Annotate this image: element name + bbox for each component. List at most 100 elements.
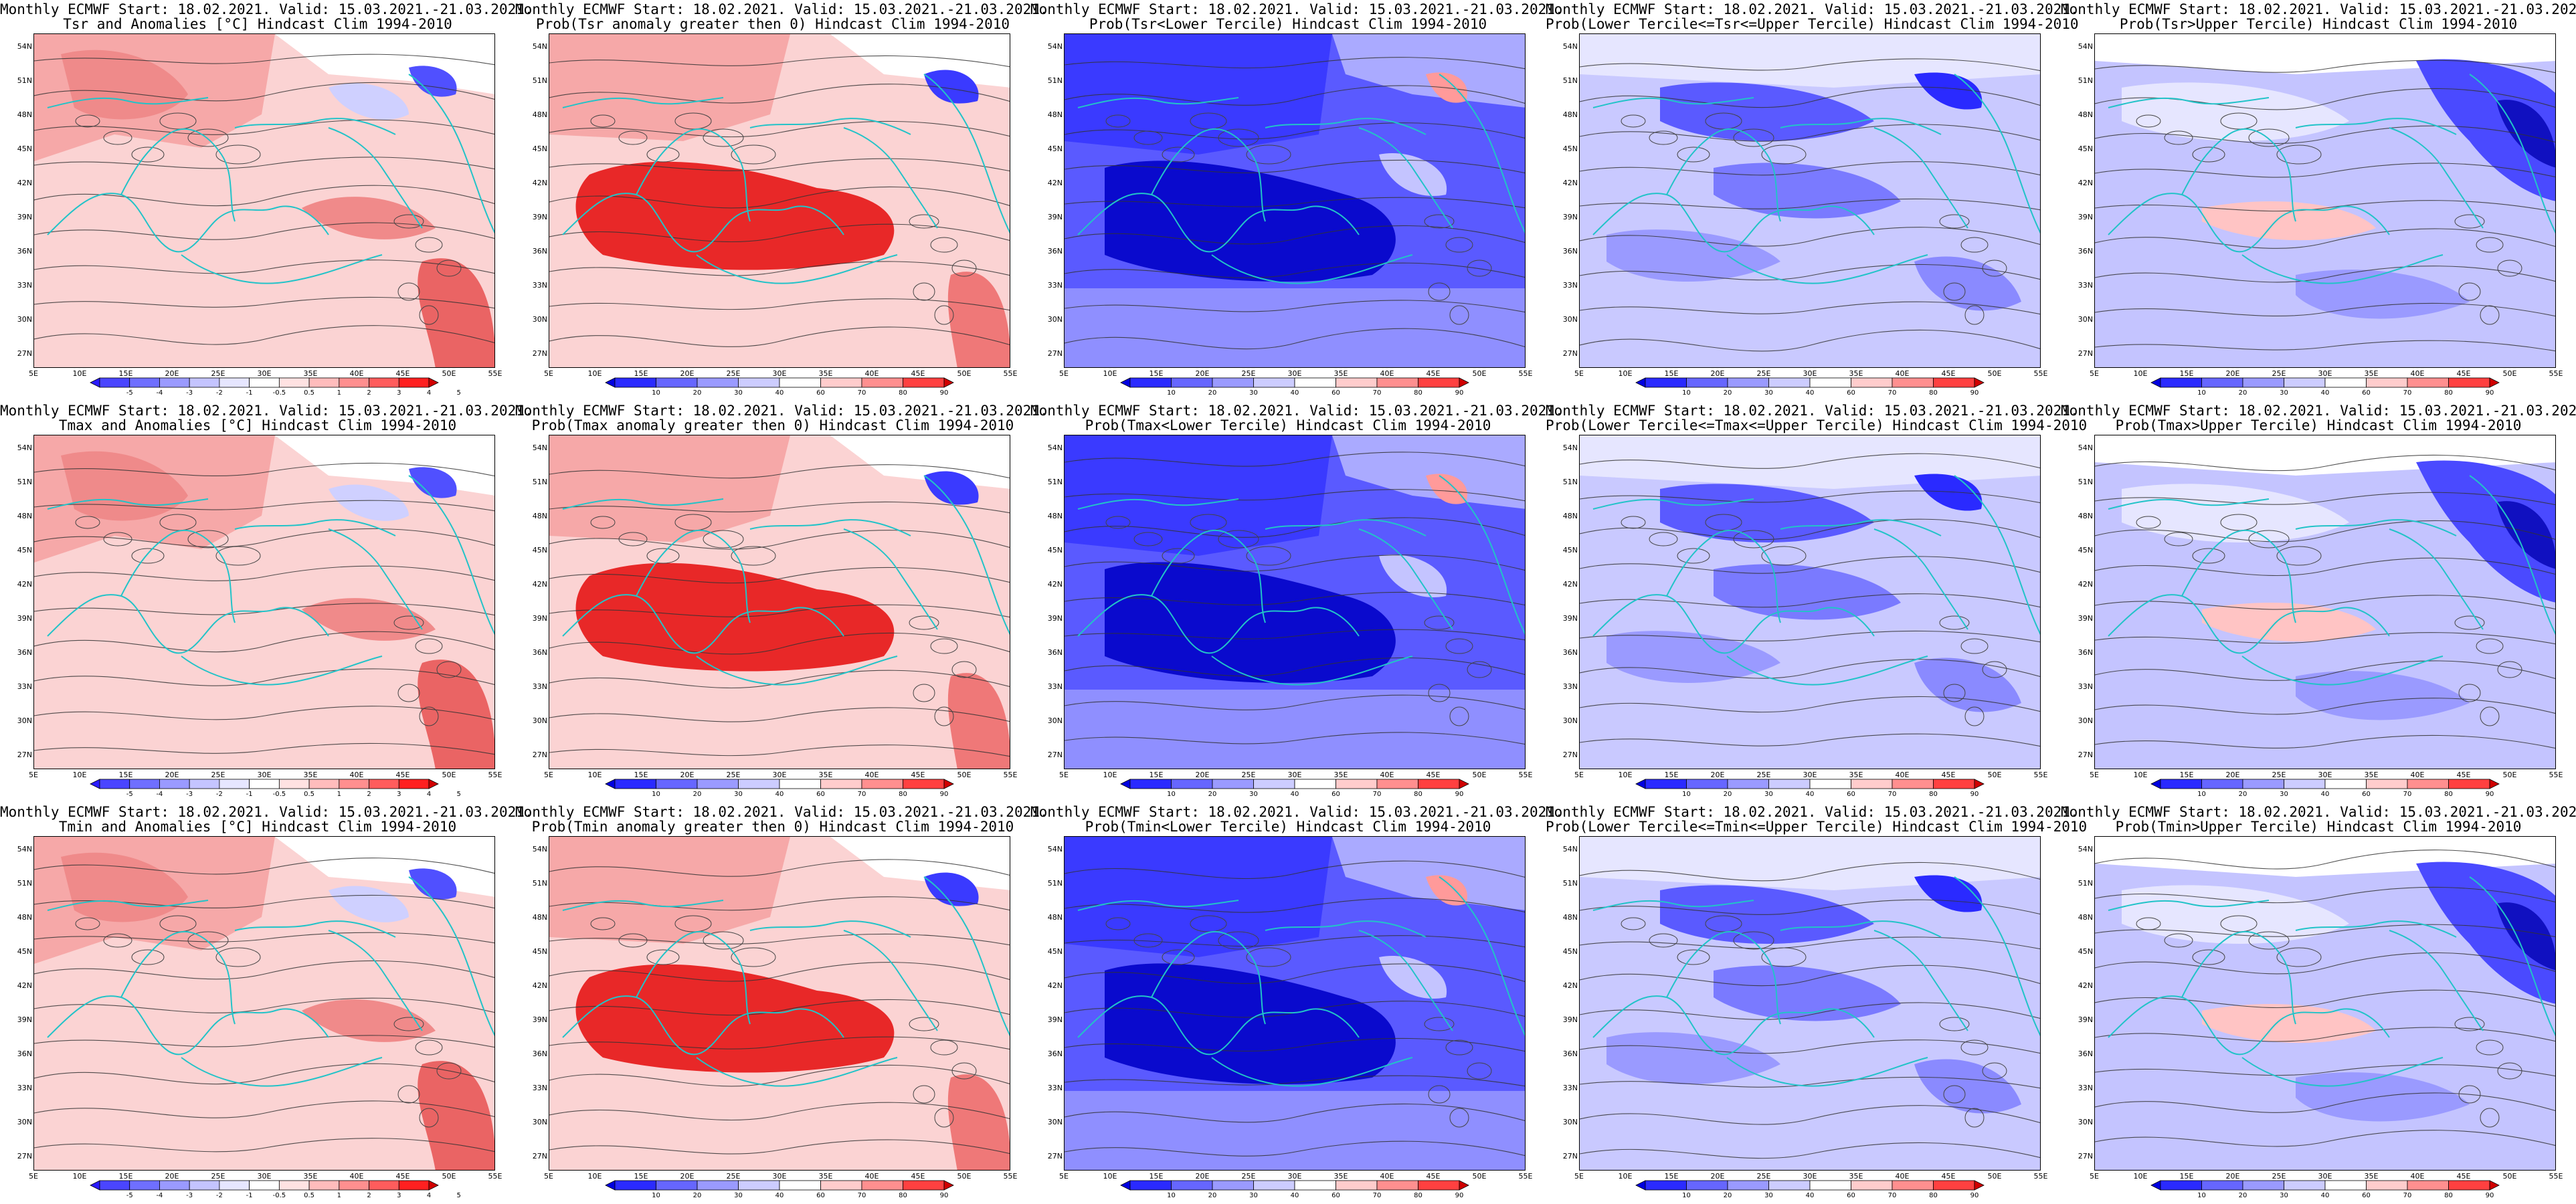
forecast-map bbox=[33, 33, 495, 368]
isotherm-contour bbox=[549, 158, 1010, 172]
isotherm-contour bbox=[549, 298, 1010, 311]
panel-title: Prob(Lower Tercile<=Tsr<=Upper Tercile) … bbox=[1546, 16, 2079, 32]
longitude-label: 10E bbox=[1103, 771, 1117, 779]
relief-contour bbox=[731, 947, 776, 967]
relief-contour bbox=[1133, 532, 1163, 546]
colorbar-swatch bbox=[697, 377, 739, 388]
latitude-label: 30N bbox=[1047, 1118, 1063, 1126]
colorbar-tick-label: -2 bbox=[215, 389, 223, 397]
relief-contour bbox=[215, 144, 261, 165]
colorbar bbox=[1635, 1180, 1985, 1191]
coastline bbox=[47, 594, 329, 654]
colorbar-swatch bbox=[1768, 377, 1811, 388]
coastline bbox=[636, 128, 751, 222]
longitude-label: 40E bbox=[349, 771, 364, 779]
relief-contour bbox=[2458, 282, 2481, 301]
colorbar-swatch bbox=[656, 377, 698, 388]
latitude-label: 42N bbox=[1562, 981, 1578, 990]
isotherm-contour bbox=[34, 668, 494, 686]
colorbar-tick-label: 3 bbox=[397, 791, 401, 798]
latitude-label: 51N bbox=[1562, 76, 1578, 85]
colorbar-swatch bbox=[99, 377, 130, 388]
relief-contour bbox=[2136, 917, 2161, 930]
colorbar-tick-label: 10 bbox=[1682, 1192, 1691, 1199]
isotherm-contour bbox=[549, 464, 1010, 479]
longitude-label: 55E bbox=[1518, 369, 1533, 378]
longitude-label: 25E bbox=[1241, 369, 1256, 378]
longitude-label: 40E bbox=[1380, 1172, 1394, 1181]
relief-contour bbox=[1939, 615, 1970, 630]
colorbar-swatch bbox=[278, 377, 310, 388]
colorbar-low-end bbox=[1120, 377, 1131, 388]
colorbar-swatch bbox=[779, 377, 821, 388]
relief-contour bbox=[930, 638, 958, 654]
colorbar-swatch bbox=[369, 377, 399, 388]
colorbar-tick-label: 40 bbox=[1290, 389, 1299, 397]
colorbar-tick-label: 10 bbox=[2197, 389, 2206, 397]
colorbar-tick-label: 20 bbox=[693, 791, 702, 798]
map-panel: Monthly ECMWF Start: 18.02.2021. Valid: … bbox=[515, 803, 1048, 1204]
relief-contour bbox=[1133, 933, 1163, 948]
relief-contour bbox=[909, 615, 939, 630]
isotherm-contour bbox=[34, 1100, 494, 1118]
shaded-field-area bbox=[2122, 885, 2349, 944]
isotherm-contour bbox=[34, 997, 494, 1013]
shaded-field-area bbox=[2416, 460, 2555, 603]
shaded-field-area bbox=[409, 868, 457, 900]
colorbar-swatch bbox=[820, 1180, 862, 1191]
colorbar-swatch bbox=[1851, 779, 1893, 789]
relief-contour bbox=[1424, 615, 1455, 630]
coastline bbox=[2295, 118, 2457, 135]
colorbar-tick-label: 30 bbox=[1249, 1192, 1258, 1199]
panel-header-line: Monthly ECMWF Start: 18.02.2021. Valid: … bbox=[515, 804, 1048, 820]
colorbar-tick-label: 30 bbox=[2280, 791, 2288, 798]
longitude-label: 10E bbox=[72, 1172, 87, 1181]
shaded-field-area bbox=[947, 673, 1010, 769]
coastline bbox=[1780, 920, 1942, 938]
colorbar-tick-label: 80 bbox=[2444, 791, 2453, 798]
longitude-label: 45E bbox=[911, 369, 925, 378]
shaded-field-area bbox=[2496, 100, 2555, 168]
relief-contour bbox=[1960, 237, 1989, 253]
relief-contour bbox=[131, 949, 165, 965]
colorbar-tick-label: 30 bbox=[2280, 389, 2288, 397]
colorbar-tick-label: 80 bbox=[1929, 389, 1938, 397]
colorbar-low-end bbox=[1635, 1180, 1646, 1191]
latitude-label: 36N bbox=[532, 1049, 547, 1058]
longitude-label: 15E bbox=[634, 1172, 648, 1181]
relief-contour bbox=[103, 130, 132, 145]
isotherm-contour bbox=[549, 604, 1010, 618]
latitude-label: 45N bbox=[532, 144, 547, 153]
longitude-label: 25E bbox=[2272, 369, 2286, 378]
latitude-label: 54N bbox=[17, 845, 32, 854]
colorbar-swatch bbox=[2324, 377, 2367, 388]
colorbar-swatch bbox=[1686, 779, 1728, 789]
longitude-label: 45E bbox=[1941, 771, 1956, 779]
longitude-label: 10E bbox=[2133, 369, 2148, 378]
shaded-field-area bbox=[302, 197, 436, 239]
colorbar-swatch bbox=[2284, 1180, 2326, 1191]
relief-contour bbox=[1449, 305, 1469, 325]
map-panel: Monthly ECMWF Start: 18.02.2021. Valid: … bbox=[515, 0, 1048, 401]
relief-contour bbox=[2454, 1017, 2485, 1031]
relief-contour bbox=[75, 114, 100, 128]
colorbar-swatch bbox=[614, 377, 656, 388]
coastline bbox=[1358, 930, 1453, 1031]
relief-contour bbox=[1939, 214, 1970, 229]
colorbar-tick-label: 40 bbox=[2320, 1192, 2330, 1199]
relief-contour bbox=[2248, 931, 2290, 950]
latitude-label: 36N bbox=[17, 247, 32, 256]
longitude-label: 50E bbox=[957, 1172, 972, 1181]
relief-contour bbox=[2476, 237, 2504, 253]
map-panel: Monthly ECMWF Start: 18.02.2021. Valid: … bbox=[0, 401, 533, 803]
longitude-label: 5E bbox=[1574, 1172, 1584, 1181]
latitude-label: 39N bbox=[2078, 213, 2093, 221]
latitude-label: 33N bbox=[532, 281, 547, 290]
colorbar-low-end bbox=[1635, 377, 1646, 388]
shaded-field-area bbox=[1714, 564, 1901, 620]
panel-title: Prob(Tmin anomaly greater then 0) Hindca… bbox=[531, 819, 1014, 835]
coastline bbox=[1265, 118, 1427, 135]
shaded-field-area bbox=[1606, 631, 1780, 683]
longitude-label: 30E bbox=[772, 771, 787, 779]
relief-contour bbox=[646, 949, 680, 965]
